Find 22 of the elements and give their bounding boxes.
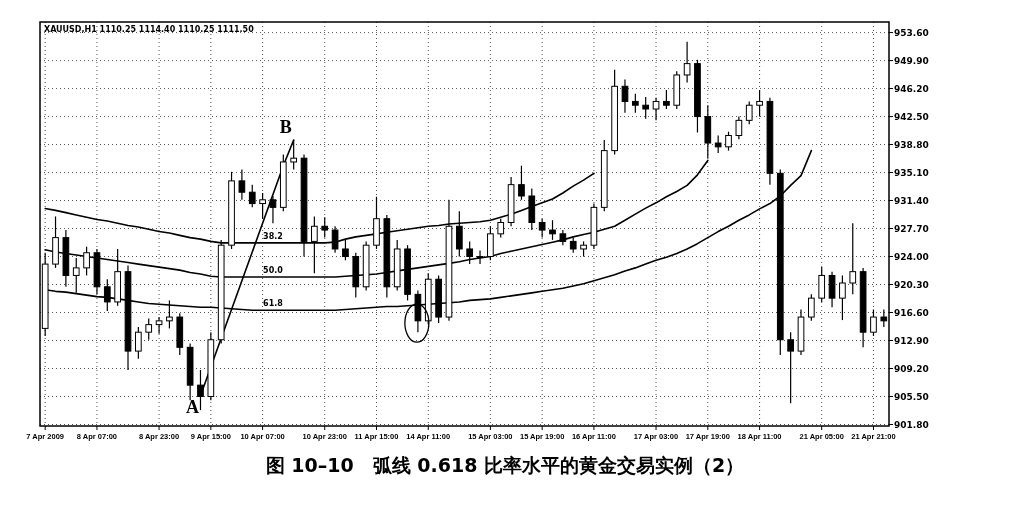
- series-label: 38.2: [263, 231, 283, 241]
- y-tick-label: 916.60: [894, 308, 929, 319]
- y-tick-label: 920.30: [894, 280, 929, 291]
- annotation: A: [185, 396, 199, 417]
- series-label: 61.8: [263, 299, 284, 309]
- y-tick-label: 949.90: [894, 56, 929, 67]
- y-tick-label: 935.10: [894, 168, 929, 179]
- annotation: B: [279, 117, 292, 138]
- annotation: XAUUSD,H1 1110.25 1114.40 1110.25 1111.50: [44, 25, 255, 34]
- y-tick-label: 909.20: [894, 364, 929, 374]
- y-tick-label: 901.80: [894, 419, 929, 430]
- y-tick-label: 938.80: [894, 140, 929, 151]
- y-tick-label: 927.70: [894, 224, 929, 235]
- y-tick-label: 953.60: [894, 28, 929, 39]
- y-tick-label: 931.40: [894, 196, 929, 207]
- series-label: 50.0: [263, 265, 284, 275]
- text: 图 10–10 弧线 0.618 比率水平的黄金交易实例（2）: [265, 454, 745, 476]
- y-tick-label: 946.20: [894, 84, 929, 95]
- y-tick-label: 942.50: [894, 112, 929, 123]
- y-tick-label: 912.90: [894, 336, 929, 347]
- y-tick-label: 905.50: [894, 391, 929, 402]
- y-tick-label: 924.00: [894, 252, 929, 263]
